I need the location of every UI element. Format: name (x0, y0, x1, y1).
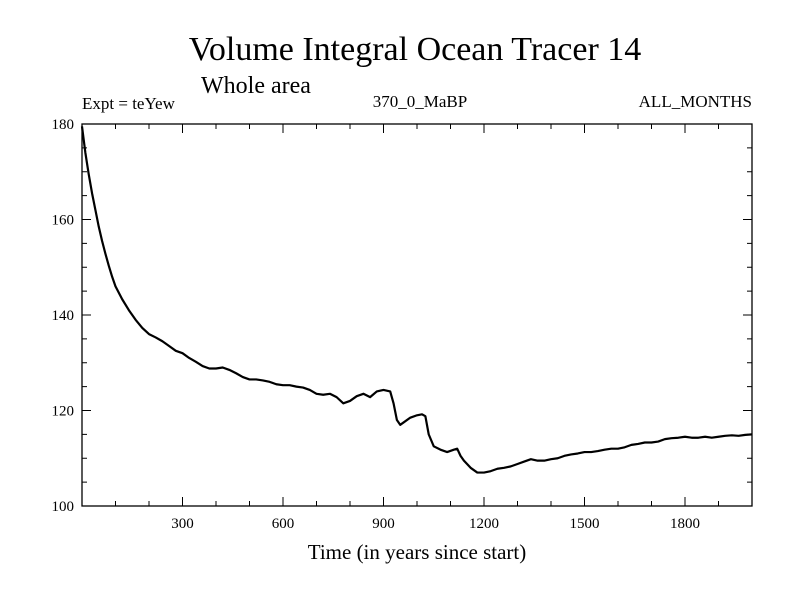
x-tick-label: 1200 (469, 516, 499, 532)
experiment-label: Expt = teYew (82, 94, 176, 113)
y-tick-label: 120 (52, 404, 75, 420)
plot-frame (81, 123, 753, 507)
y-tick-label: 100 (52, 499, 75, 515)
period-label: ALL_MONTHS (639, 92, 752, 111)
y-tick-label: 140 (52, 308, 75, 324)
axis-tick-labels: 300 600 900 1200 1500 1800 100 120 140 160 180 (52, 117, 701, 532)
y-tick-label: 180 (52, 117, 75, 133)
chart-subtitle: Whole area (201, 73, 311, 99)
run-label: 370_0_MaBP (373, 92, 467, 111)
axis-ticks (82, 124, 752, 506)
x-tick-label: 900 (372, 516, 395, 532)
x-axis-label: Time (in years since start) (308, 540, 527, 564)
x-tick-label: 600 (272, 516, 295, 532)
data-series-line (80, 126, 753, 474)
y-tick-label: 160 (52, 213, 75, 229)
chart-title: Volume Integral Ocean Tracer 14 (189, 31, 642, 68)
x-tick-label: 300 (171, 516, 194, 532)
x-tick-label: 1800 (670, 516, 700, 532)
x-tick-label: 1500 (570, 516, 600, 532)
